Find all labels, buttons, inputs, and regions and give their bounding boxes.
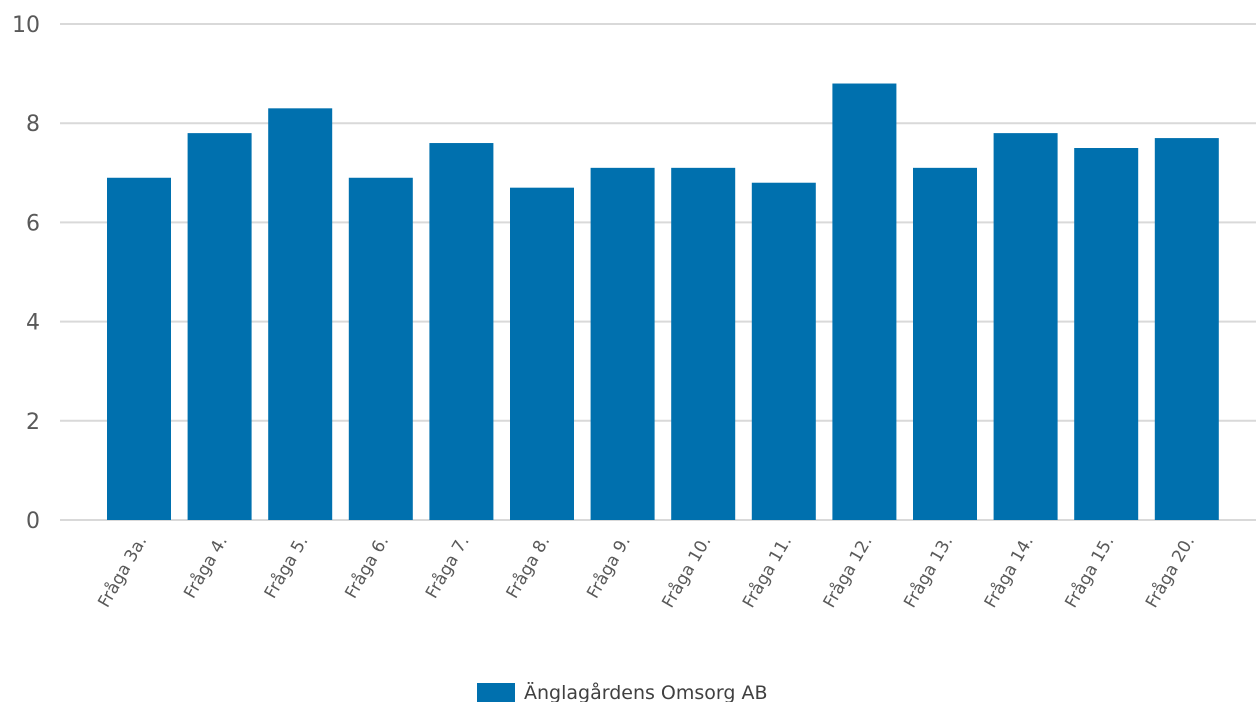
bar xyxy=(1074,148,1139,520)
bar xyxy=(751,182,816,520)
bar xyxy=(187,133,252,520)
bar xyxy=(510,187,574,520)
y-tick-label: 0 xyxy=(26,509,40,534)
x-tick-label: Fråga 9. xyxy=(582,532,635,602)
bar xyxy=(913,167,977,520)
bar xyxy=(590,167,655,520)
bar xyxy=(671,167,736,520)
bar xyxy=(268,108,333,520)
y-tick-label: 8 xyxy=(26,112,40,137)
bar xyxy=(993,133,1058,520)
x-tick-label: Fråga 8. xyxy=(502,532,555,602)
bar xyxy=(1154,138,1219,520)
bar xyxy=(832,83,897,521)
x-tick-label: Fråga 14. xyxy=(980,532,1038,611)
y-tick-label: 10 xyxy=(12,13,40,38)
x-tick-label: Fråga 13. xyxy=(899,532,957,611)
x-tick-label: Fråga 7. xyxy=(421,532,474,602)
bar xyxy=(107,177,171,520)
x-tick-label: Fråga 3a. xyxy=(94,532,152,611)
x-tick-label: Fråga 20. xyxy=(1141,532,1199,611)
x-axis-ticks: Fråga 3a. Fråga 4. Fråga 5. Fråga 6. Fråga 7… xyxy=(94,532,1200,611)
legend-label: Änglagårdens Omsorg AB xyxy=(524,681,768,702)
x-tick-label: Fråga 4. xyxy=(179,532,232,602)
x-tick-label: Fråga 10. xyxy=(658,532,716,611)
bar xyxy=(429,143,494,521)
y-axis-ticks: 0 2 4 6 8 10 xyxy=(12,13,40,534)
bar xyxy=(348,177,413,520)
x-tick-label: Fråga 6. xyxy=(341,532,394,602)
y-tick-label: 4 xyxy=(26,311,40,336)
y-tick-label: 6 xyxy=(26,211,40,236)
x-tick-label: Fråga 11. xyxy=(738,532,796,611)
x-tick-label: Fråga 15. xyxy=(1061,532,1119,611)
legend: Änglagårdens Omsorg AB xyxy=(477,681,768,702)
x-tick-label: Fråga 12. xyxy=(819,532,877,611)
gridlines xyxy=(60,23,1256,521)
x-tick-label: Fråga 5. xyxy=(260,532,313,602)
y-tick-label: 2 xyxy=(26,410,40,435)
bars xyxy=(107,83,1219,521)
legend-swatch xyxy=(477,683,515,702)
